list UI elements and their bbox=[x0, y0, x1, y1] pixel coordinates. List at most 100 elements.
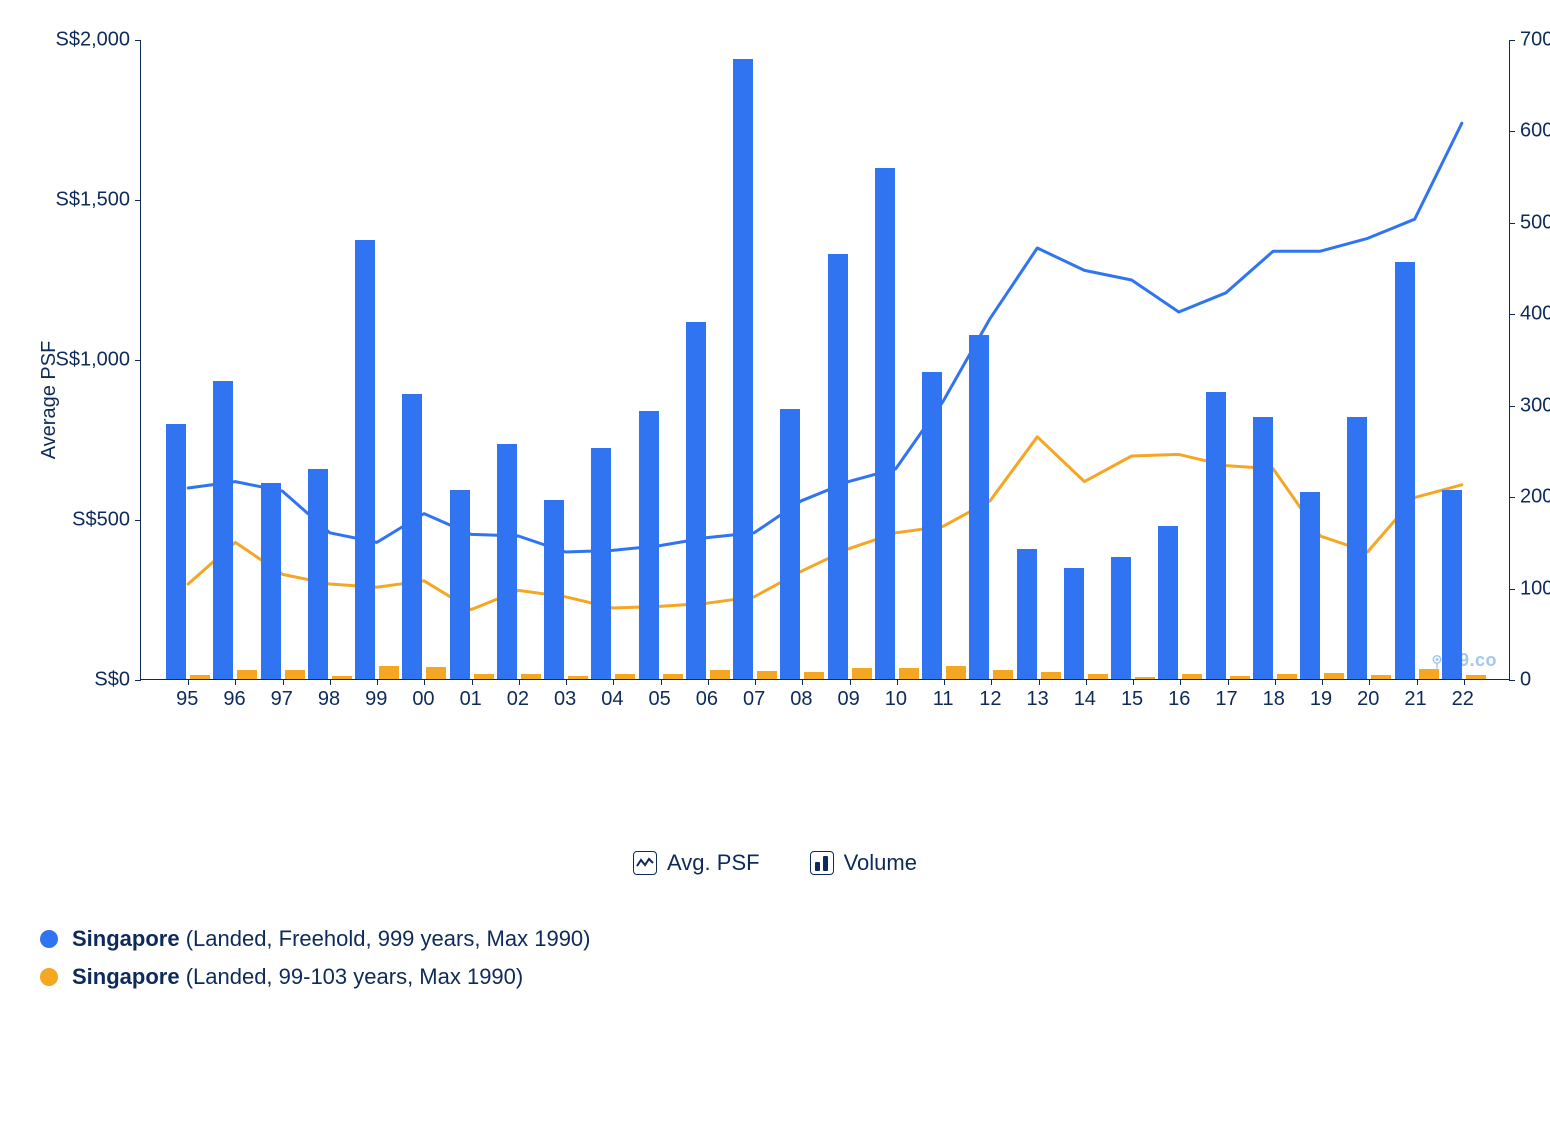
bar-vol_freehold bbox=[1158, 526, 1178, 679]
x-tick-label: 03 bbox=[554, 688, 576, 711]
bar-vol_freehold bbox=[591, 448, 611, 679]
bar-vol_freehold bbox=[828, 254, 848, 679]
x-tick-label: 00 bbox=[412, 688, 434, 711]
y-right-tick-label: 0 bbox=[1520, 669, 1531, 692]
bar-vol_freehold bbox=[1064, 568, 1084, 679]
legend-series-label: Singapore (Landed, Freehold, 999 years, … bbox=[72, 926, 591, 952]
legend-series: Singapore (Landed, Freehold, 999 years, … bbox=[40, 926, 1510, 990]
bar-vol_freehold bbox=[1347, 417, 1367, 679]
x-tick-label: 15 bbox=[1121, 688, 1143, 711]
legend-series-label: Singapore (Landed, 99-103 years, Max 199… bbox=[72, 964, 523, 990]
chart-container: Average PSF Volume S$0S$500S$1,000S$1,50… bbox=[140, 40, 1510, 760]
x-tick-label: 11 bbox=[933, 688, 954, 711]
bar-vol_freehold bbox=[1206, 392, 1226, 679]
x-tick-label: 09 bbox=[837, 688, 859, 711]
bar-vol_freehold bbox=[733, 59, 753, 679]
bar-vol_freehold bbox=[686, 322, 706, 679]
y-right-tick-label: 500 bbox=[1520, 211, 1550, 234]
bar-vol_99yr bbox=[804, 672, 824, 679]
x-tick-label: 98 bbox=[318, 688, 340, 711]
x-tick-label: 10 bbox=[885, 688, 907, 711]
bar-vol_99yr bbox=[946, 666, 966, 679]
y-right-tick-label: 400 bbox=[1520, 303, 1550, 326]
watermark-logo: 99.co bbox=[1428, 650, 1497, 671]
x-tick-label: 13 bbox=[1026, 688, 1048, 711]
bar-vol_99yr bbox=[332, 676, 352, 679]
x-tick-label: 96 bbox=[223, 688, 245, 711]
bar-vol_freehold bbox=[450, 490, 470, 679]
y-left-tick-label: S$2,000 bbox=[55, 29, 130, 52]
bar-vol_99yr bbox=[1230, 676, 1250, 679]
y-right-tick-label: 700 bbox=[1520, 29, 1550, 52]
x-tick-label: 17 bbox=[1215, 688, 1237, 711]
bar-vol_freehold bbox=[213, 381, 233, 679]
bar-vol_99yr bbox=[568, 676, 588, 679]
x-tick-label: 21 bbox=[1404, 688, 1426, 711]
bar-vol_99yr bbox=[285, 670, 305, 679]
bar-vol_99yr bbox=[1466, 675, 1486, 679]
x-tick-label: 12 bbox=[979, 688, 1001, 711]
bar-vol_99yr bbox=[757, 671, 777, 679]
bar-vol_freehold bbox=[1253, 417, 1273, 679]
bar-vol_99yr bbox=[1419, 669, 1439, 679]
x-tick-label: 14 bbox=[1074, 688, 1096, 711]
x-tick-label: 97 bbox=[271, 688, 293, 711]
legend-type-avg-psf: Avg. PSF bbox=[633, 850, 760, 876]
y-left-tick-label: S$0 bbox=[94, 669, 130, 692]
legend-dot bbox=[40, 930, 58, 948]
bar-vol_freehold bbox=[497, 444, 517, 679]
bar-vol_freehold bbox=[875, 168, 895, 679]
legend-type-avg-psf-label: Avg. PSF bbox=[667, 850, 760, 876]
y-right-tick-label: 600 bbox=[1520, 120, 1550, 143]
x-tick-label: 02 bbox=[507, 688, 529, 711]
bar-vol_freehold bbox=[780, 409, 800, 679]
bar-vol_freehold bbox=[166, 424, 186, 679]
y-right-tick-label: 200 bbox=[1520, 486, 1550, 509]
x-tick-label: 20 bbox=[1357, 688, 1379, 711]
legend-series-item: Singapore (Landed, Freehold, 999 years, … bbox=[40, 926, 1510, 952]
bar-vol_99yr bbox=[852, 668, 872, 679]
x-tick-label: 01 bbox=[460, 688, 482, 711]
bar-vol_freehold bbox=[544, 500, 564, 679]
bar-vol_freehold bbox=[1300, 492, 1320, 679]
bar-icon bbox=[810, 851, 834, 875]
x-tick-label: 08 bbox=[790, 688, 812, 711]
x-tick-label: 99 bbox=[365, 688, 387, 711]
x-tick-label: 22 bbox=[1452, 688, 1474, 711]
bar-vol_freehold bbox=[639, 411, 659, 679]
x-tick-label: 07 bbox=[743, 688, 765, 711]
plot-area: 99.co bbox=[140, 40, 1510, 680]
x-tick-label: 16 bbox=[1168, 688, 1190, 711]
x-tick-label: 18 bbox=[1263, 688, 1285, 711]
legend-type-volume: Volume bbox=[810, 850, 917, 876]
y-left-tick-label: S$500 bbox=[72, 509, 130, 532]
bar-vol_99yr bbox=[663, 674, 683, 679]
bar-vol_99yr bbox=[710, 670, 730, 679]
bar-vol_freehold bbox=[355, 240, 375, 679]
bar-vol_99yr bbox=[1324, 673, 1344, 679]
legend-dot bbox=[40, 968, 58, 986]
bar-vol_99yr bbox=[1182, 674, 1202, 679]
line-icon bbox=[633, 851, 657, 875]
bar-vol_99yr bbox=[615, 674, 635, 679]
bar-vol_99yr bbox=[1088, 674, 1108, 679]
x-tick-label: 04 bbox=[601, 688, 623, 711]
x-tick-label: 19 bbox=[1310, 688, 1332, 711]
bar-vol_freehold bbox=[1395, 262, 1415, 679]
bar-vol_99yr bbox=[1135, 677, 1155, 679]
y-right-axis: 0100200300400500600700 bbox=[1510, 40, 1550, 680]
bar-vol_99yr bbox=[521, 674, 541, 679]
bar-vol_freehold bbox=[1017, 549, 1037, 679]
bar-vol_freehold bbox=[1111, 557, 1131, 679]
bar-vol_99yr bbox=[190, 675, 210, 679]
y-right-tick-label: 100 bbox=[1520, 577, 1550, 600]
legend-type-volume-label: Volume bbox=[844, 850, 917, 876]
bar-vol_99yr bbox=[1277, 674, 1297, 679]
legend-series-item: Singapore (Landed, 99-103 years, Max 199… bbox=[40, 964, 1510, 990]
bar-vol_99yr bbox=[237, 670, 257, 679]
bar-vol_99yr bbox=[474, 674, 494, 679]
y-left-tick-label: S$1,000 bbox=[55, 349, 130, 372]
x-tick-label: 06 bbox=[696, 688, 718, 711]
bar-vol_freehold bbox=[402, 394, 422, 679]
bar-vol_freehold bbox=[261, 483, 281, 679]
